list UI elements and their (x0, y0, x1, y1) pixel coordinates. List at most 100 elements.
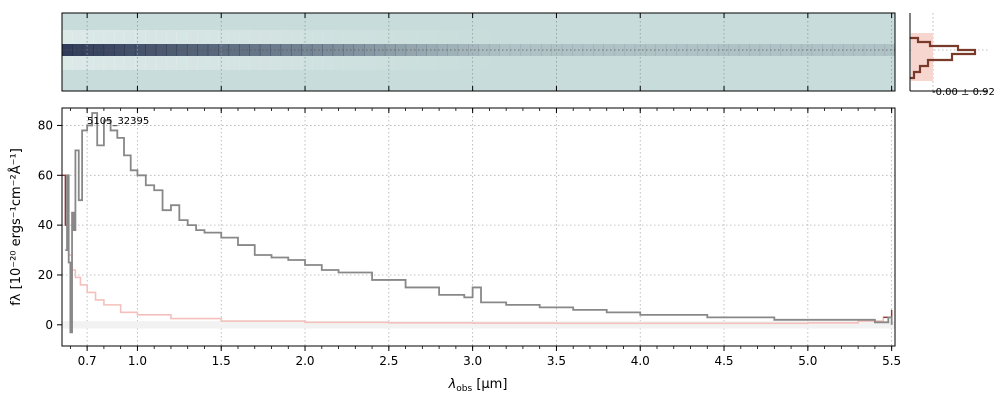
trace-halo-bottom (489, 56, 500, 70)
trace-halo-bottom (447, 56, 459, 70)
trace-halo-top (363, 30, 375, 44)
trace-halo-top (197, 30, 209, 44)
trace-cell (176, 44, 188, 56)
trace-halo-bottom (384, 56, 396, 70)
trace-halo-top (176, 30, 188, 44)
trace-halo-bottom (426, 56, 438, 70)
x-tick-label: 5.0 (798, 354, 817, 368)
trace-halo-top (228, 30, 240, 44)
trace-halo-bottom (291, 56, 302, 70)
trace-halo-top (332, 30, 344, 44)
trace-cell (822, 44, 834, 56)
trace-cell (270, 44, 282, 56)
trace-halo-top (166, 30, 178, 44)
trace-halo-bottom (395, 56, 407, 70)
trace-halo-bottom (186, 56, 198, 70)
trace-halo-top (291, 30, 302, 44)
trace-halo-top (103, 30, 115, 44)
plot-background (62, 108, 895, 346)
trace-halo-bottom (468, 56, 479, 70)
trace-halo-top (343, 30, 355, 44)
x-tick-label: 1.5 (212, 354, 231, 368)
trace-halo-top (218, 30, 230, 44)
trace-cell (811, 44, 823, 56)
trace-cell (447, 44, 459, 56)
trace-halo-bottom (322, 56, 334, 70)
profile-panel: -0.00 ± 0.92 (909, 13, 995, 98)
trace-cell (874, 44, 886, 56)
trace-halo-top (395, 30, 407, 44)
trace-halo-bottom (62, 56, 73, 70)
trace-cell (738, 44, 750, 56)
trace-cell (218, 44, 230, 56)
profile-layer (910, 13, 988, 91)
trace-cell (572, 44, 584, 56)
trace-cell (686, 44, 698, 56)
trace-cell (863, 44, 875, 56)
trace-halo-top (239, 30, 250, 44)
trace-halo-bottom (124, 56, 136, 70)
trace-halo-bottom (207, 56, 219, 70)
trace-halo-top (416, 30, 427, 44)
trace-cell (291, 44, 302, 56)
trace-cell (155, 44, 167, 56)
trace-halo-top (72, 30, 84, 44)
trace-cell (582, 44, 594, 56)
trace-cell (655, 44, 667, 56)
trace-cell (759, 44, 771, 56)
trace-halo-bottom (155, 56, 167, 70)
trace-halo-bottom (353, 56, 365, 70)
trace-halo-top (207, 30, 219, 44)
x-tick-label: 2.5 (379, 354, 398, 368)
y-tick-label: 0 (45, 318, 53, 332)
trace-halo-top (145, 30, 157, 44)
trace-cell (259, 44, 271, 56)
trace-cell (842, 44, 854, 56)
spectrum-1d-panel: 0.7 1.0 1.5 2.0 2.5 3.0 3.5 4.0 4.5 5.0 5.5 0 20 40 6… (8, 13, 901, 394)
trace-halo-bottom (134, 56, 146, 70)
trace-halo-top (249, 30, 261, 44)
trace-halo-bottom (145, 56, 157, 70)
trace-halo-bottom (103, 56, 115, 70)
plot-frame (61, 107, 896, 347)
trace-cell (374, 44, 386, 56)
trace-cell (478, 44, 490, 56)
trace-cell (780, 44, 792, 56)
x-tick-label: 3.5 (547, 354, 566, 368)
trace-halo-bottom (405, 56, 417, 70)
trace-halo-top (82, 30, 94, 44)
trace-halo-top (280, 30, 292, 44)
trace-cell (770, 44, 781, 56)
trace-cell (134, 44, 146, 56)
trace-cell (239, 44, 250, 56)
trace-cell (551, 44, 563, 56)
trace-cell (416, 44, 427, 56)
trace-halo-top (458, 30, 469, 44)
object-id-label: 5105_32395 (87, 116, 149, 127)
trace-cell (468, 44, 479, 56)
x-tick-label: 5.5 (882, 354, 901, 368)
trace-halo-top (447, 30, 459, 44)
trace-halo-bottom (166, 56, 178, 70)
trace-halo-bottom (93, 56, 105, 70)
trace-halo-top (155, 30, 167, 44)
trace-cell (520, 44, 532, 56)
trace-cell (322, 44, 334, 56)
trace-halo-bottom (416, 56, 427, 70)
trace-cell (499, 44, 511, 56)
trace-cell (603, 44, 615, 56)
trace-cell (728, 44, 740, 56)
x-tick-label: 2.0 (295, 354, 314, 368)
trace-halo-bottom (436, 56, 448, 70)
trace-cell (530, 44, 542, 56)
trace-cell (832, 44, 844, 56)
y-axis-ticks: 0 20 40 60 80 (38, 118, 62, 332)
trace-halo-bottom (270, 56, 282, 70)
trace-halo-top (384, 30, 396, 44)
x-tick-label: 1.0 (128, 354, 147, 368)
trace-halo-bottom (280, 56, 292, 70)
y-tick-label: 80 (38, 118, 53, 132)
trace-halo-top (186, 30, 198, 44)
trace-halo-bottom (343, 56, 355, 70)
trace-halo-top (322, 30, 334, 44)
